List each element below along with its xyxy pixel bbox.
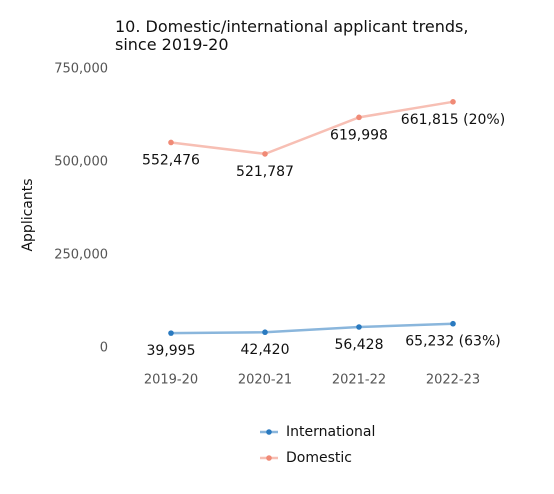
- point: [168, 330, 174, 336]
- y-tick-label: 500,000: [54, 155, 108, 170]
- data-label: 39,995: [147, 343, 196, 359]
- point: [450, 99, 456, 105]
- y-tick-label: 750,000: [54, 62, 108, 77]
- series-line: [170, 322, 454, 335]
- x-tick-label: 2022-23: [426, 373, 480, 388]
- point: [262, 329, 268, 336]
- data-label: 552,476: [142, 152, 200, 168]
- legend-marker: [266, 455, 272, 461]
- data-label: 56,428: [335, 337, 384, 353]
- x-tick-label: 2019-20: [144, 373, 198, 388]
- point: [356, 324, 362, 330]
- point: [356, 114, 362, 121]
- legend-marker: [266, 429, 272, 435]
- point: [262, 151, 268, 157]
- data-label: 521,787: [236, 164, 294, 180]
- legend-label: Domestic: [286, 450, 352, 466]
- point: [168, 139, 174, 146]
- y-axis-label: Applicants: [20, 178, 36, 251]
- data-label: 661,815 (20%): [401, 112, 505, 128]
- x-tick-label: 2020-21: [238, 373, 292, 388]
- y-tick-label: 250,000: [54, 248, 108, 263]
- x-tick-label: 2021-22: [332, 373, 386, 388]
- y-tick-label: 0: [100, 341, 108, 356]
- point: [450, 320, 456, 327]
- data-label: 42,420: [241, 342, 290, 358]
- legend-label: International: [286, 424, 375, 440]
- data-label: 65,232 (63%): [405, 334, 500, 350]
- chart-title: 10. Domestic/international applicant tre…: [115, 17, 469, 54]
- data-label: 619,998: [330, 127, 388, 143]
- series-line: [170, 100, 454, 156]
